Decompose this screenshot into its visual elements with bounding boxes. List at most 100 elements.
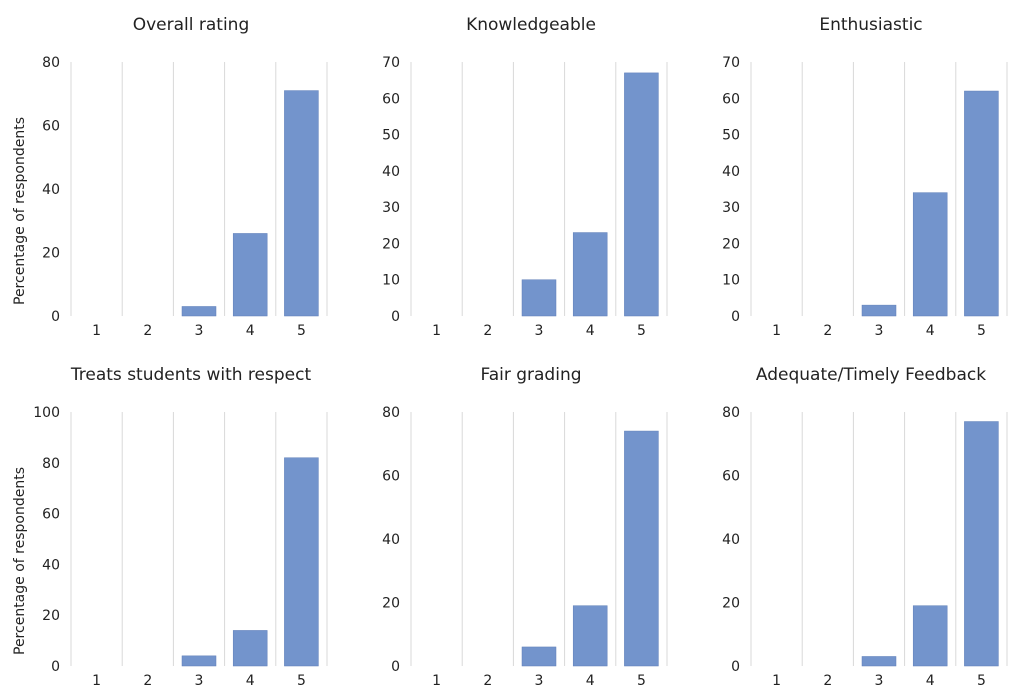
x-tick-label: 4 xyxy=(926,673,935,689)
y-tick-label: 20 xyxy=(722,596,740,612)
chart-title: Treats students with respect xyxy=(70,365,312,385)
y-tick-label: 50 xyxy=(382,128,400,144)
chart-panel-enthusiastic: Enthusiastic 0 10 20 30 40 50 60 70 1 2 3 4 5 xyxy=(680,0,1020,350)
x-tick-label: 5 xyxy=(977,323,986,339)
x-tick-label: 2 xyxy=(143,673,152,689)
x-tick-label: 1 xyxy=(772,323,781,339)
bar xyxy=(912,192,948,317)
y-tick-label: 0 xyxy=(51,309,60,325)
x-tick-label: 5 xyxy=(297,673,306,689)
y-tick-label: 60 xyxy=(382,91,400,107)
bar xyxy=(521,279,557,317)
x-tick-label: 4 xyxy=(926,323,935,339)
x-tick-label: 1 xyxy=(432,323,441,339)
y-tick-label: 40 xyxy=(722,164,740,180)
bar xyxy=(572,605,608,667)
chart-title: Overall rating xyxy=(133,15,250,35)
bar xyxy=(912,605,948,667)
bar xyxy=(624,72,659,317)
y-tick-label: 20 xyxy=(42,246,60,262)
y-tick-label: 40 xyxy=(42,557,60,573)
x-tick-label: 2 xyxy=(823,323,832,339)
bar xyxy=(861,304,897,317)
x-tick-label: 2 xyxy=(483,323,492,339)
bar xyxy=(181,306,217,317)
chart-svg: Adequate/Timely Feedback 0 20 40 60 80 1 2 3 4 5 xyxy=(722,365,1008,689)
x-tick-label: 4 xyxy=(586,673,595,689)
chart-panel-feedback: Adequate/Timely Feedback 0 20 40 60 80 1 2 3 4 5 xyxy=(680,350,1020,700)
x-tick-label: 5 xyxy=(637,673,646,689)
y-tick-label: 100 xyxy=(33,405,60,421)
y-tick-label: 60 xyxy=(722,469,740,485)
x-tick-label: 5 xyxy=(637,323,646,339)
y-tick-label: 0 xyxy=(731,309,740,325)
y-tick-label: 10 xyxy=(382,273,400,289)
y-axis-label: Percentage of respondents xyxy=(12,467,28,655)
x-tick-label: 4 xyxy=(246,673,255,689)
y-tick-label: 80 xyxy=(42,55,60,71)
y-tick-label: 40 xyxy=(382,164,400,180)
x-tick-label: 1 xyxy=(432,673,441,689)
x-tick-label: 2 xyxy=(143,323,152,339)
chart-svg: Treats students with respect 0 20 40 60 80 100… xyxy=(12,365,328,689)
y-axis-label: Percentage of respondents xyxy=(12,117,28,305)
y-tick-label: 40 xyxy=(42,182,60,198)
y-tick-label: 30 xyxy=(722,200,740,216)
x-tick-label: 3 xyxy=(195,673,204,689)
chart-svg: Overall rating 0 20 40 60 80 1 2 3 4 5 Percentage o… xyxy=(12,15,328,339)
x-tick-label: 3 xyxy=(875,673,884,689)
y-tick-label: 60 xyxy=(42,119,60,135)
bar xyxy=(624,430,659,667)
chart-svg: Fair grading 0 20 40 60 80 1 2 3 4 5 xyxy=(382,365,668,689)
y-tick-label: 80 xyxy=(382,405,400,421)
y-tick-label: 70 xyxy=(382,55,400,71)
bar xyxy=(861,656,897,667)
y-tick-label: 10 xyxy=(722,273,740,289)
y-tick-label: 30 xyxy=(382,200,400,216)
bar xyxy=(521,646,557,667)
y-tick-label: 60 xyxy=(42,507,60,523)
y-tick-label: 40 xyxy=(722,532,740,548)
y-tick-label: 20 xyxy=(42,608,60,624)
x-tick-label: 4 xyxy=(246,323,255,339)
y-tick-label: 20 xyxy=(382,236,400,252)
chart-title: Adequate/Timely Feedback xyxy=(756,365,986,385)
bar xyxy=(232,233,268,317)
y-tick-label: 80 xyxy=(42,456,60,472)
x-tick-label: 5 xyxy=(297,323,306,339)
chart-svg: Enthusiastic 0 10 20 30 40 50 60 70 1 2 3 4 5 xyxy=(722,15,1008,339)
bar xyxy=(964,421,999,667)
chart-panel-fair-grading: Fair grading 0 20 40 60 80 1 2 3 4 5 xyxy=(340,350,680,700)
y-tick-label: 0 xyxy=(51,659,60,675)
y-tick-label: 40 xyxy=(382,532,400,548)
chart-svg: Knowledgeable 0 10 20 30 40 50 60 70 1 2 3 4 5 xyxy=(382,15,668,339)
x-tick-label: 3 xyxy=(535,673,544,689)
x-tick-label: 3 xyxy=(535,323,544,339)
chart-title: Enthusiastic xyxy=(819,15,922,35)
chart-title: Fair grading xyxy=(480,365,581,385)
x-tick-label: 5 xyxy=(977,673,986,689)
y-tick-label: 0 xyxy=(391,309,400,325)
y-tick-label: 20 xyxy=(382,596,400,612)
bar xyxy=(284,90,319,317)
x-tick-label: 3 xyxy=(875,323,884,339)
x-tick-label: 1 xyxy=(772,673,781,689)
x-tick-label: 2 xyxy=(483,673,492,689)
x-tick-label: 1 xyxy=(92,323,101,339)
chart-panel-overall-rating: Overall rating 0 20 40 60 80 1 2 3 4 5 Percentage o… xyxy=(0,0,340,350)
bar xyxy=(572,232,608,317)
y-tick-label: 0 xyxy=(391,659,400,675)
chart-title: Knowledgeable xyxy=(466,15,596,35)
x-tick-label: 1 xyxy=(92,673,101,689)
bar xyxy=(284,457,319,667)
y-tick-label: 70 xyxy=(722,55,740,71)
chart-panel-respect: Treats students with respect 0 20 40 60 80 100… xyxy=(0,350,340,700)
bar xyxy=(181,655,217,667)
chart-panel-knowledgeable: Knowledgeable 0 10 20 30 40 50 60 70 1 2 3 4 5 xyxy=(340,0,680,350)
y-tick-label: 20 xyxy=(722,236,740,252)
x-tick-label: 3 xyxy=(195,323,204,339)
y-tick-label: 80 xyxy=(722,405,740,421)
y-tick-label: 0 xyxy=(731,659,740,675)
x-tick-label: 2 xyxy=(823,673,832,689)
bar xyxy=(964,90,999,317)
